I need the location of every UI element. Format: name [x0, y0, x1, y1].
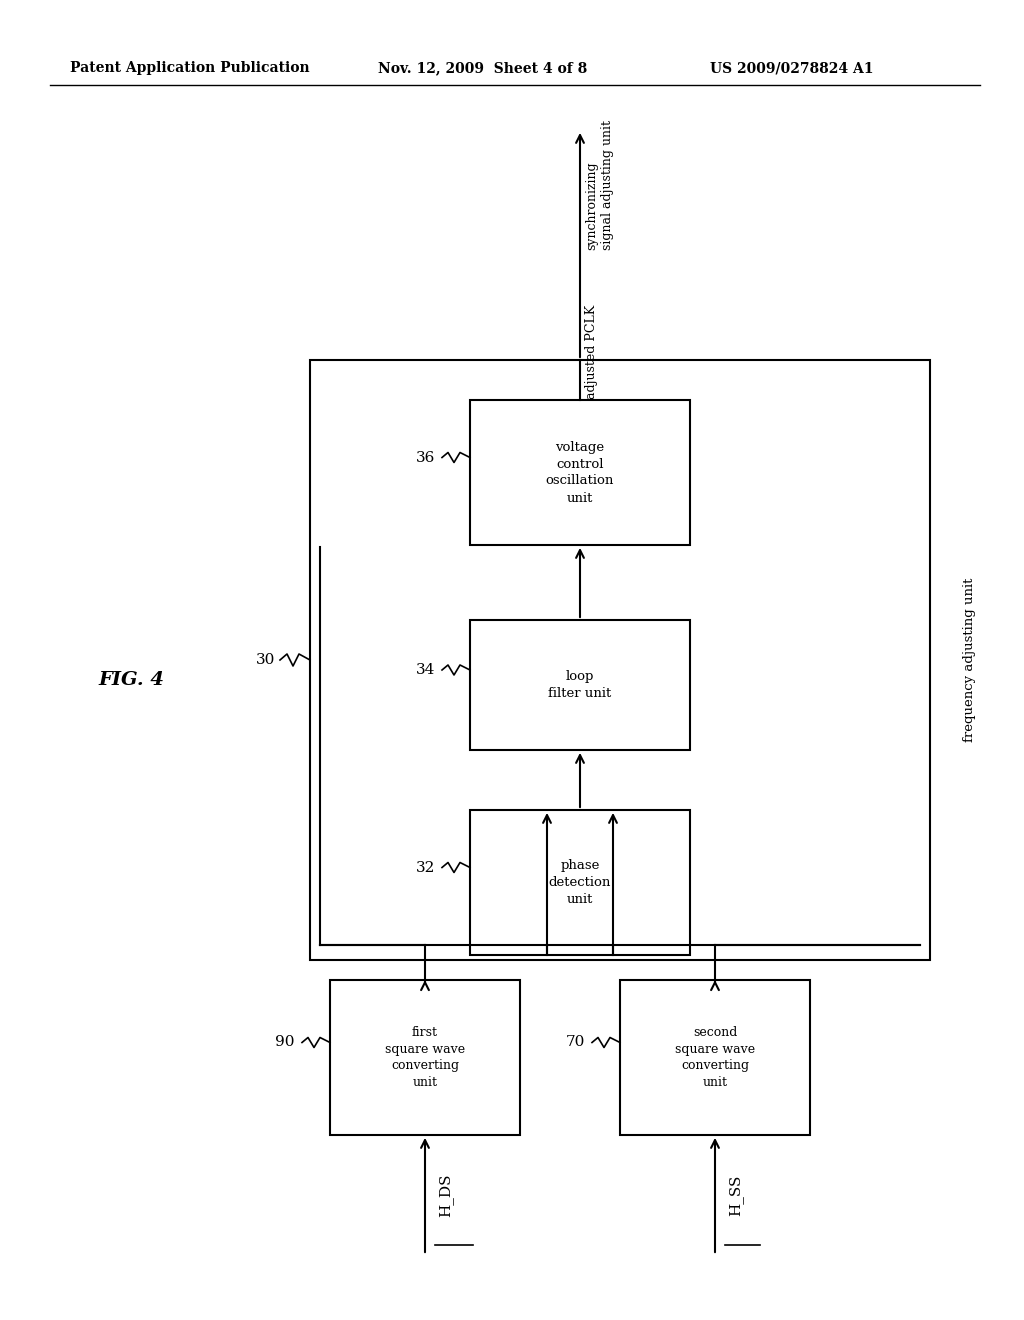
Text: 34: 34 — [416, 663, 435, 677]
Text: first
square wave
converting
unit: first square wave converting unit — [385, 1026, 465, 1089]
Bar — [470, 620, 690, 750]
Text: Nov. 12, 2009  Sheet 4 of 8: Nov. 12, 2009 Sheet 4 of 8 — [378, 61, 587, 75]
Text: frequency adjusting unit: frequency adjusting unit — [964, 578, 977, 742]
Text: FIG. 4: FIG. 4 — [98, 671, 164, 689]
Bar — [470, 400, 690, 545]
Text: 90: 90 — [275, 1035, 295, 1049]
Text: synchronizing
signal adjusting unit: synchronizing signal adjusting unit — [585, 120, 614, 249]
Text: Patent Application Publication: Patent Application Publication — [70, 61, 309, 75]
Text: loop
filter unit: loop filter unit — [549, 671, 611, 700]
Text: phase
detection
unit: phase detection unit — [549, 859, 611, 906]
Text: voltage
control
oscillation
unit: voltage control oscillation unit — [546, 441, 614, 504]
Bar — [470, 810, 690, 954]
Text: US 2009/0278824 A1: US 2009/0278824 A1 — [710, 61, 873, 75]
Text: 36: 36 — [416, 450, 435, 465]
Text: H_SS: H_SS — [728, 1175, 742, 1216]
Text: 70: 70 — [565, 1035, 585, 1049]
Text: H_DS: H_DS — [438, 1173, 453, 1217]
Bar — [330, 979, 520, 1135]
Bar — [620, 979, 810, 1135]
Text: 32: 32 — [416, 861, 435, 874]
Text: 30: 30 — [256, 653, 275, 667]
Text: second
square wave
converting
unit: second square wave converting unit — [675, 1026, 755, 1089]
Text: adjusted PCLK: adjusted PCLK — [585, 305, 598, 399]
Bar — [310, 360, 930, 960]
